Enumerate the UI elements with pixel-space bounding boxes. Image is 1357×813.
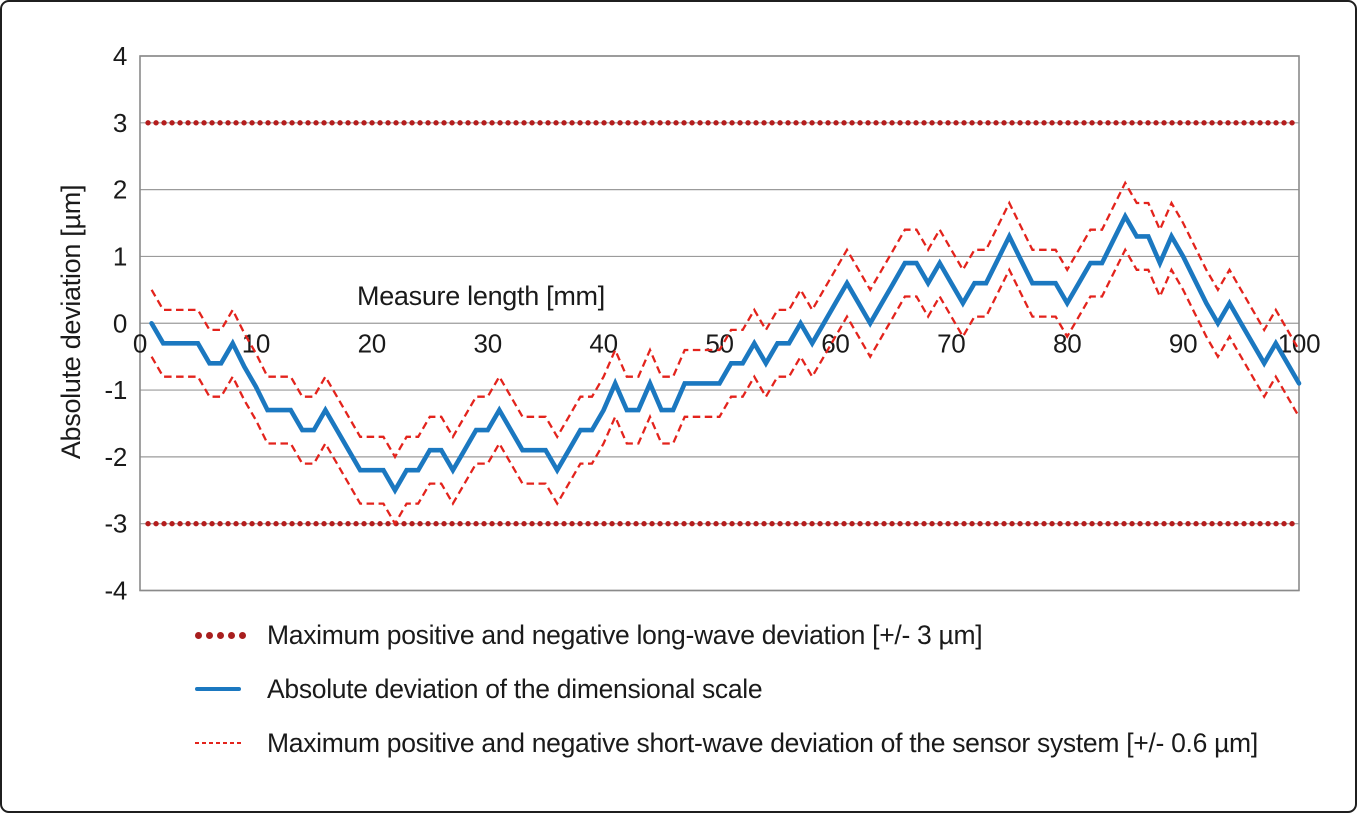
dashed-line-swatch-icon	[195, 742, 253, 744]
short-wave-envelope-line	[150, 247, 1300, 527]
x-tick-label: 50	[705, 328, 733, 358]
y-tick-label: 4	[113, 41, 127, 71]
y-axis-title: Absolute deviation [µm]	[56, 184, 86, 460]
y-tick-label: 1	[113, 241, 127, 271]
y-tick-label: -1	[104, 375, 127, 405]
y-tick-label: 2	[113, 175, 127, 205]
y-tick-label: -2	[104, 442, 127, 472]
x-tick-label: 80	[1053, 328, 1081, 358]
x-tick-label: 0	[133, 328, 147, 358]
y-tick-label: -3	[104, 509, 127, 539]
legend-row-long-wave: Maximum positive and negative long-wave …	[195, 619, 1258, 651]
y-tick-label: -4	[104, 576, 127, 606]
solid-line-swatch-icon	[195, 687, 253, 691]
dotted-line-swatch-icon	[195, 631, 253, 639]
x-tick-label: 100	[1278, 328, 1320, 358]
legend-label-absolute-deviation: Absolute deviation of the dimensional sc…	[267, 673, 763, 704]
x-axis-title: Measure length [mm]	[357, 281, 605, 311]
plot-frame	[139, 55, 1300, 592]
x-tick-label: 60	[821, 328, 849, 358]
x-tick-label: 30	[474, 328, 502, 358]
short-wave-envelope-line	[150, 180, 1300, 460]
x-tick-label: 20	[358, 328, 386, 358]
x-tick-label: 90	[1169, 328, 1197, 358]
legend-row-short-wave: Maximum positive and negative short-wave…	[195, 727, 1258, 759]
legend-label-short-wave: Maximum positive and negative short-wave…	[267, 727, 1258, 758]
legend-label-long-wave: Maximum positive and negative long-wave …	[267, 619, 983, 650]
legend-row-absolute-deviation: Absolute deviation of the dimensional sc…	[195, 673, 1258, 705]
legend: Maximum positive and negative long-wave …	[195, 619, 1258, 781]
x-tick-label: 10	[242, 328, 270, 358]
y-tick-label: 3	[113, 108, 127, 138]
absolute-deviation-line	[149, 211, 1302, 495]
y-tick-label: 0	[113, 308, 127, 338]
